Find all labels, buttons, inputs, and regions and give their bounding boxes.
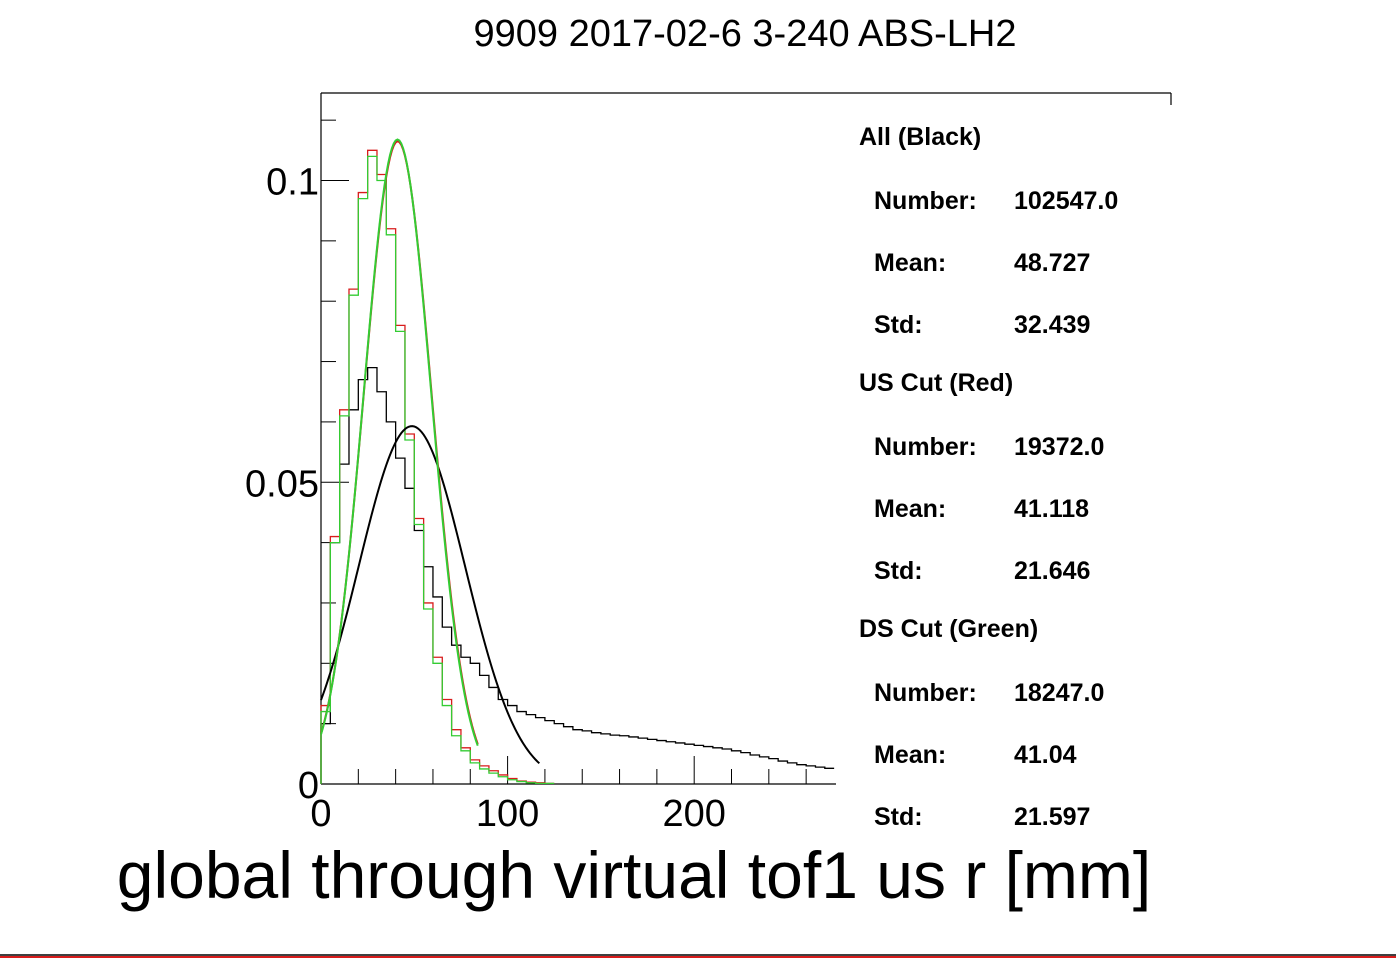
fit-curve-5: [320, 138, 479, 746]
stats-value: 41.04: [1014, 741, 1077, 769]
stats-value: 21.646: [1014, 557, 1090, 585]
stats-value: 48.727: [1014, 249, 1090, 277]
fit-curve-4: [320, 140, 479, 745]
stats-heading: US Cut (Red): [859, 369, 1013, 397]
stats-value: 102547.0: [1014, 187, 1118, 215]
stats-value: 32.439: [1014, 311, 1090, 339]
x-tick-label: 100: [476, 793, 539, 835]
y-tick-label: 0: [298, 765, 319, 807]
y-axis: 0 0.05 0.1: [245, 119, 349, 807]
stats-label: Mean:: [874, 741, 946, 769]
stats-label: Number:: [874, 433, 977, 461]
stats-value: 21.597: [1014, 803, 1090, 831]
bottom-rule: [0, 954, 1396, 958]
fit-curve-3: [320, 425, 541, 765]
stats-heading: DS Cut (Green): [859, 615, 1038, 643]
chart-title: 9909 2017-02-6 3-240 ABS-LH2: [474, 13, 1017, 55]
x-axis-label: global through virtual tof1 us r [mm]: [117, 838, 1151, 912]
stats-label: Std:: [874, 803, 923, 831]
x-tick-label: 0: [310, 793, 331, 835]
stats-label: Std:: [874, 311, 923, 339]
y-tick-label: 0.05: [245, 463, 319, 505]
x-tick-label: 200: [662, 793, 725, 835]
stats-label: Number:: [874, 679, 977, 707]
stats-box: All (Black) Number: 102547.0 Mean: 48.727 Std…: [859, 123, 1118, 831]
y-tick-label: 0.1: [266, 162, 319, 204]
histogram-series-0: [320, 366, 835, 784]
stats-label: Mean:: [874, 249, 946, 277]
series-layer: [320, 138, 835, 785]
stats-heading: All (Black): [859, 123, 981, 151]
stats-label: Mean:: [874, 495, 946, 523]
stats-value: 41.118: [1014, 495, 1089, 523]
histogram-series-2: [320, 155, 555, 785]
stats-label: Number:: [874, 187, 977, 215]
stats-value: 18247.0: [1014, 679, 1104, 707]
stats-value: 19372.0: [1014, 433, 1104, 461]
plot-frame: [320, 92, 1172, 785]
x-axis: 0 100 200: [310, 756, 807, 835]
stats-label: Std:: [874, 557, 923, 585]
